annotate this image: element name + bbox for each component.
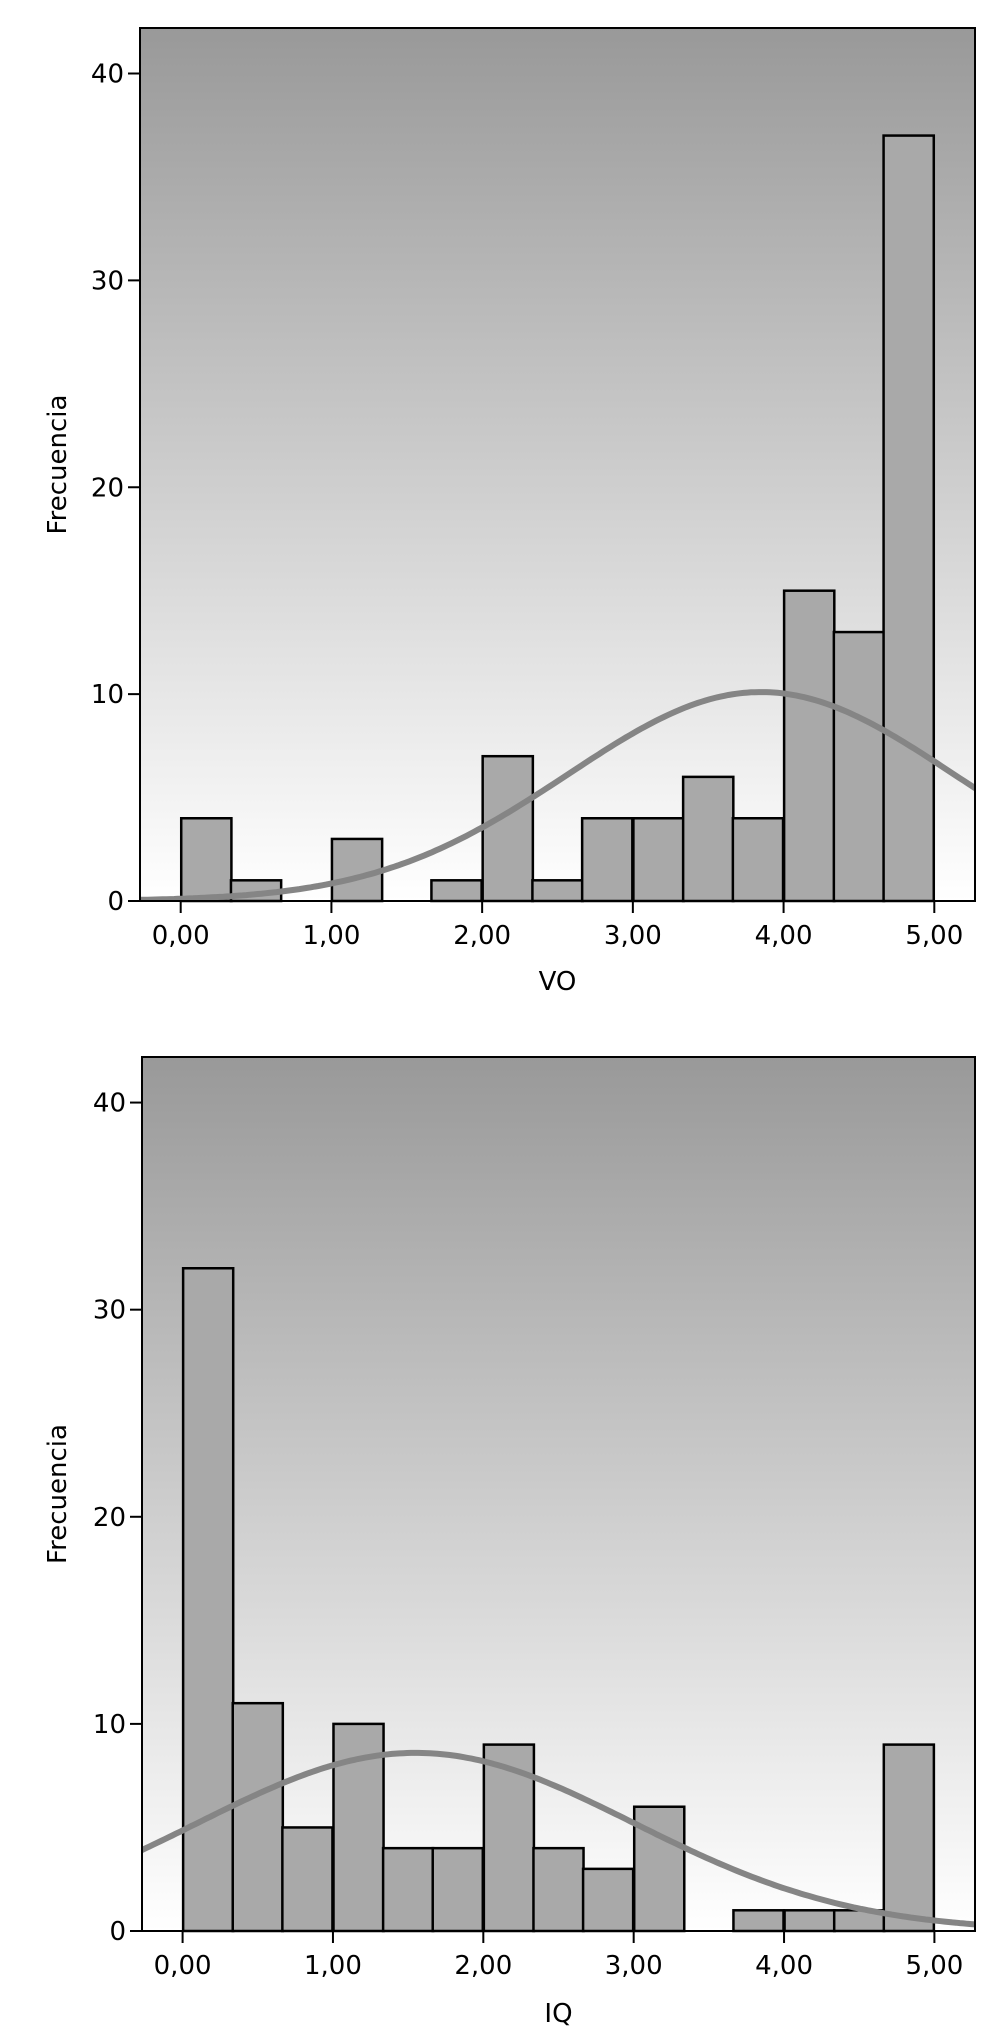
plot-frame xyxy=(139,27,976,902)
x-tick-label: 1,00 xyxy=(302,921,360,951)
y-tick-label: 30 xyxy=(91,266,124,296)
y-tick-label: 40 xyxy=(93,1089,126,1119)
histogram-bar xyxy=(731,817,785,903)
y-axis-title: Frecuencia xyxy=(43,1424,73,1564)
x-tick-label: 3,00 xyxy=(604,921,662,951)
histogram-bar xyxy=(430,879,483,903)
histogram-bar xyxy=(580,817,634,903)
x-tick-label: 3,00 xyxy=(605,1951,663,1981)
histogram-bar xyxy=(882,1743,936,1933)
histogram-bar xyxy=(281,1826,334,1933)
x-tick-label: 2,00 xyxy=(454,1951,512,1981)
histogram-bar xyxy=(231,1701,285,1933)
y-axis-title: Frecuencia xyxy=(43,395,73,535)
x-tick-label: 5,00 xyxy=(905,921,963,951)
histogram-bar xyxy=(581,1867,635,1933)
plot-frame xyxy=(141,1056,976,1932)
histogram-bar xyxy=(782,589,836,903)
x-tick-label: 0,00 xyxy=(154,1951,212,1981)
histogram-bar xyxy=(532,1846,585,1933)
histogram-bar xyxy=(431,1846,485,1933)
y-tick-label: 0 xyxy=(109,1917,126,1947)
vo-histogram: 0 10 20 30 40 0,00 1,00 2,00 3,00 4,00 5,00 VO Frecu… xyxy=(43,27,976,997)
y-tick-label: 20 xyxy=(93,1503,126,1533)
y-tick-label: 20 xyxy=(91,473,124,503)
histogram-bar xyxy=(531,879,584,903)
histogram-bar xyxy=(832,630,886,903)
y-tick-label: 10 xyxy=(91,680,124,710)
x-axis-title: VO xyxy=(539,967,577,997)
histogram-bar xyxy=(481,754,535,903)
x-tick-label: 4,00 xyxy=(755,921,813,951)
x-tick-label: 5,00 xyxy=(905,1951,963,1981)
histogram-bar xyxy=(179,817,233,903)
histogram-bar xyxy=(732,1909,785,1933)
x-tick-label: 4,00 xyxy=(755,1951,813,1981)
x-tick-label: 0,00 xyxy=(152,921,210,951)
y-tick-label: 0 xyxy=(107,887,124,917)
y-tick-label: 40 xyxy=(91,60,124,90)
histogram-bar xyxy=(882,134,936,903)
x-tick-label: 1,00 xyxy=(304,1951,362,1981)
x-tick-label: 2,00 xyxy=(453,921,511,951)
histogram-bar xyxy=(381,1846,435,1933)
histogram-bar xyxy=(681,775,735,903)
histogram-bar xyxy=(181,1267,235,1933)
normal-curve xyxy=(140,689,975,901)
histogram-bar xyxy=(632,817,685,903)
normal-curve xyxy=(142,1749,975,1928)
iq-histogram: 0 10 20 30 40 0,00 1,00 2,00 3,00 4,00 5,00 IQ Frecu… xyxy=(43,1056,976,2029)
y-tick-label: 10 xyxy=(93,1710,126,1740)
x-axis-title: IQ xyxy=(544,1999,572,2029)
y-tick-label: 30 xyxy=(93,1296,126,1326)
histogram-bar xyxy=(783,1909,836,1933)
